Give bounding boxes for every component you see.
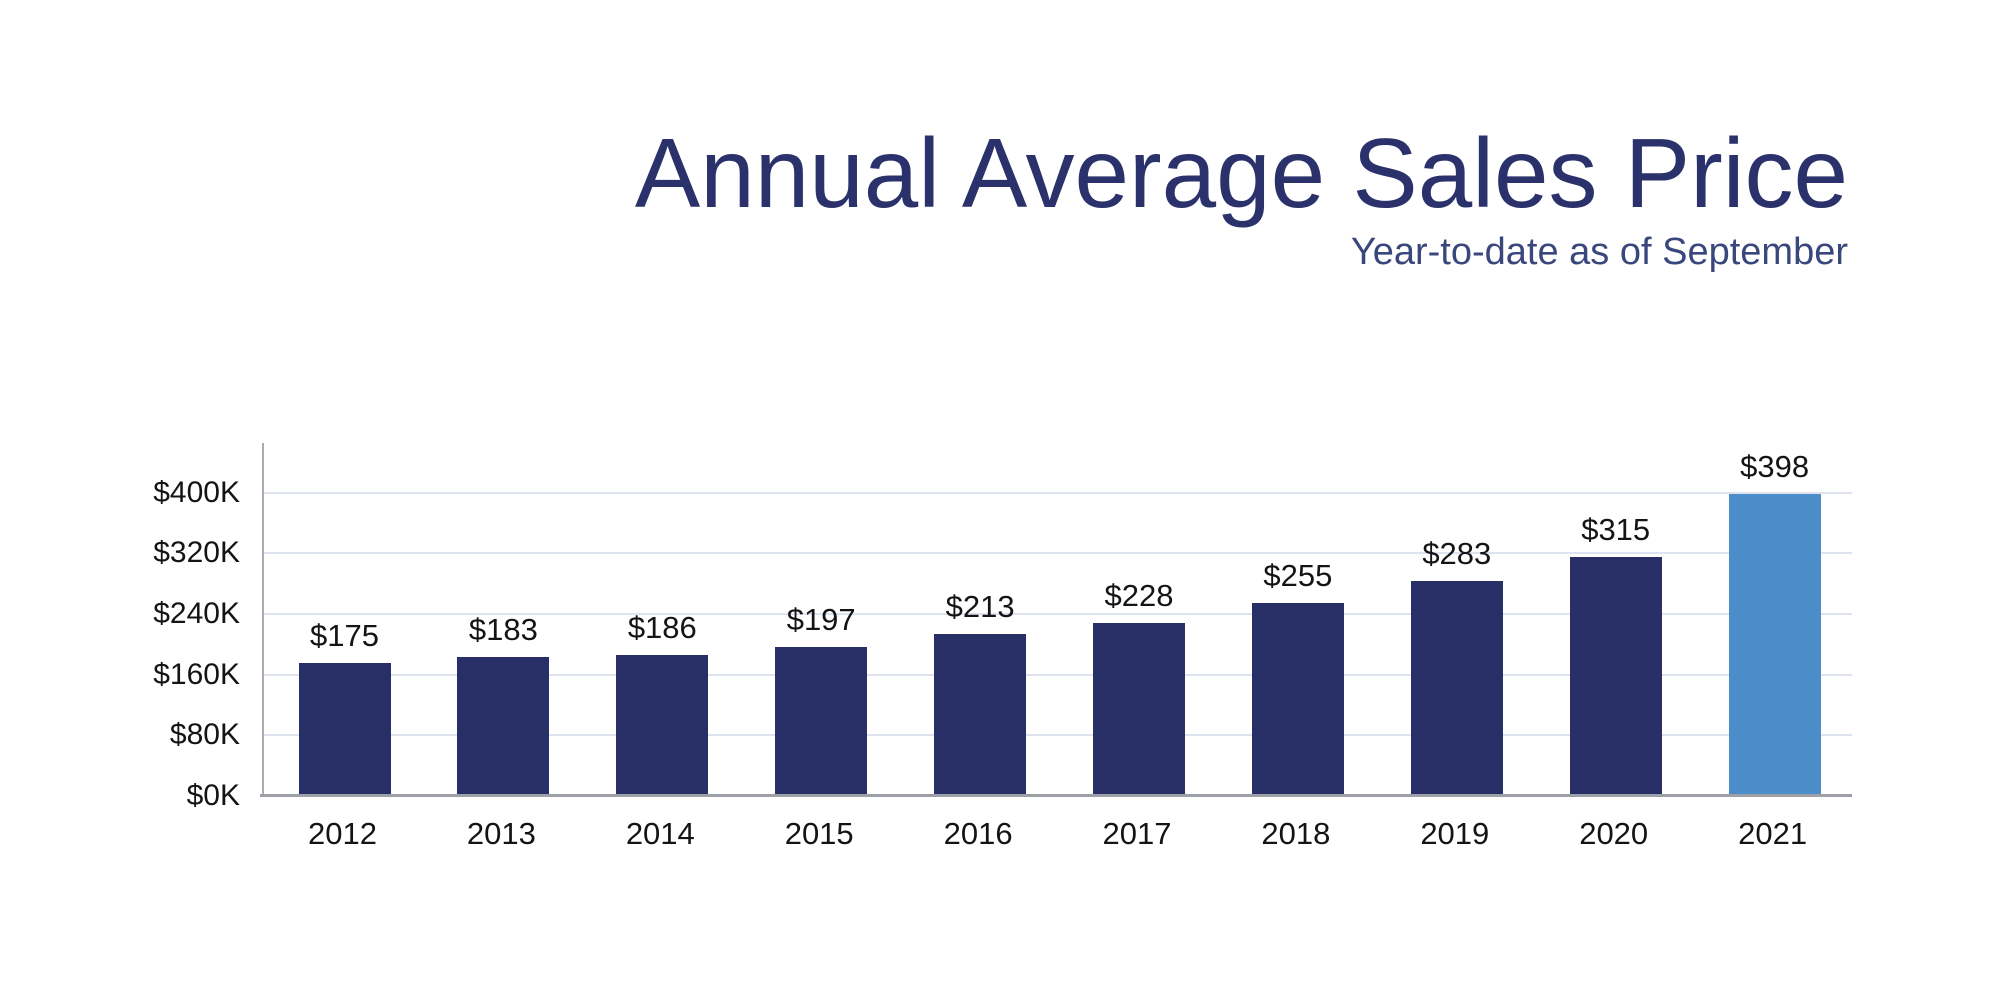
gridline-400k — [264, 491, 1852, 494]
y-tick-label-80k: $80K — [169, 718, 240, 752]
bar-value-label-2015: $197 — [786, 601, 856, 637]
bar-2020 — [1569, 557, 1662, 796]
bar-2017 — [1093, 623, 1185, 796]
y-tick-label-160k: $160K — [153, 657, 240, 691]
x-tick-label-2019: 2019 — [1420, 816, 1490, 851]
bar-2018 — [1251, 602, 1344, 796]
bar-2016 — [934, 634, 1027, 796]
x-tick-label-2015: 2015 — [784, 816, 854, 851]
x-axis-line — [260, 794, 1852, 797]
gridline-80k — [264, 734, 1852, 737]
y-tick-label-400k: $400K — [153, 475, 240, 509]
plot-area: $175 $183 $186 $197 $213 $228 $255 $283 $315 $398 — [262, 443, 1852, 796]
bar-value-label-2021: $398 — [1740, 449, 1810, 485]
bar-value-label-2017: $228 — [1104, 578, 1174, 614]
x-tick-label-2014: 2014 — [625, 816, 695, 851]
bar-value-label-2014: $186 — [627, 609, 697, 645]
x-tick-label-2013: 2013 — [466, 816, 536, 851]
y-tick-label-0k: $0K — [186, 779, 240, 812]
chart-title: Annual Average Sales Price — [634, 118, 1848, 228]
bar-value-label-2012: $175 — [310, 618, 379, 654]
x-tick-label-2018: 2018 — [1261, 816, 1331, 851]
bar-2014 — [616, 654, 709, 796]
bar-2019 — [1410, 581, 1503, 796]
gridline-160k — [264, 673, 1852, 676]
bar-2013 — [457, 657, 550, 796]
chart-subtitle: Year-to-date as of September — [1350, 231, 1848, 273]
x-tick-label-2021: 2021 — [1738, 816, 1808, 851]
y-tick-label-240k: $240K — [153, 596, 240, 630]
x-tick-label-2017: 2017 — [1102, 816, 1172, 851]
bar-2021 — [1728, 494, 1821, 796]
gridline-240k — [264, 612, 1852, 615]
x-tick-label-2012: 2012 — [308, 816, 377, 851]
x-tick-label-2016: 2016 — [943, 816, 1013, 851]
bar-value-label-2016: $213 — [945, 589, 1015, 625]
bar-value-label-2020: $315 — [1581, 512, 1651, 547]
gridline-320k — [264, 552, 1852, 555]
x-tick-label-2020: 2020 — [1579, 816, 1649, 851]
bar-value-label-2019: $283 — [1422, 536, 1492, 572]
bar-value-label-2018: $255 — [1263, 557, 1333, 593]
y-tick-label-320k: $320K — [153, 536, 240, 570]
bar-2015 — [775, 646, 868, 796]
bar-2012 — [298, 663, 391, 796]
bar-value-label-2013: $183 — [468, 612, 538, 648]
